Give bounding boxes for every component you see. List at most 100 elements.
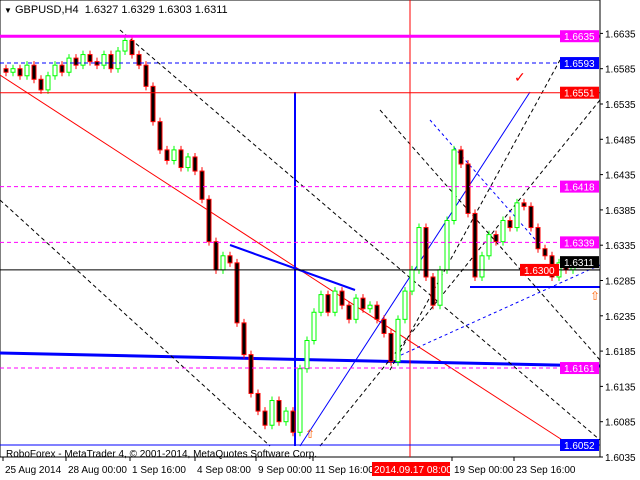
candle — [38, 78, 44, 91]
analysis-line — [429, 119, 541, 246]
y-tick-label: 1.6185 — [605, 347, 636, 358]
candle — [80, 54, 86, 66]
copyright-text: RoboForex - MetaTrader 4, © 2001-2014, M… — [6, 449, 318, 460]
candle — [3, 68, 9, 73]
candle — [381, 318, 387, 334]
candle — [318, 294, 324, 313]
candle — [269, 400, 275, 426]
candle — [290, 410, 296, 433]
check-icon: ✓ — [514, 69, 526, 85]
candle — [171, 149, 177, 161]
analysis-line — [389, 264, 601, 361]
price-label-bg — [560, 362, 599, 375]
y-tick-label: 1.6285 — [605, 277, 636, 288]
analysis-line — [0, 351, 601, 368]
price-label: 1.6052 — [564, 441, 595, 452]
candle — [402, 290, 408, 320]
y-tick-label: 1.6135 — [605, 382, 636, 393]
candle — [521, 202, 527, 207]
candle — [367, 304, 373, 310]
x-tick-label: 23 Sep 16:00 — [516, 465, 576, 476]
candle — [248, 354, 254, 394]
x-tick-label: 19 Sep 00:00 — [454, 465, 514, 476]
candle — [535, 227, 541, 250]
analysis-line — [0, 199, 271, 447]
chart-header: ▼ GBPUSD,H4 1.6327 1.6329 1.6303 1.6311 — [4, 4, 228, 16]
candle — [325, 294, 331, 313]
candle — [10, 68, 16, 73]
candle — [276, 400, 282, 423]
candle — [178, 149, 184, 169]
candle — [150, 85, 156, 123]
candle — [66, 57, 72, 73]
up-arrow-icon: ⇧ — [305, 427, 315, 441]
candle — [472, 212, 478, 278]
x-tick-label: 11 Sep 16:00 — [315, 465, 374, 476]
candle — [465, 163, 471, 214]
candle — [213, 241, 219, 271]
candle — [311, 311, 317, 342]
price-label-bg — [520, 263, 559, 276]
y-tick-label: 1.6585 — [605, 65, 636, 76]
x-tick-label: 28 Aug 00:00 — [68, 465, 127, 476]
candle — [339, 290, 345, 306]
candle — [360, 297, 366, 310]
candle — [143, 64, 149, 87]
price-label-bg — [560, 30, 599, 43]
candle — [332, 290, 338, 313]
candle — [346, 304, 352, 320]
candle — [395, 318, 401, 363]
analysis-line — [299, 269, 571, 446]
candle — [87, 54, 93, 63]
price-label: 1.6593 — [564, 59, 595, 70]
analysis-line — [299, 91, 531, 447]
candle — [52, 64, 58, 77]
candle — [185, 156, 191, 169]
candle — [514, 202, 520, 229]
dropdown-triangle-icon[interactable]: ▼ — [4, 6, 12, 15]
price-label-bg — [560, 57, 599, 70]
candle — [374, 304, 380, 320]
candle — [437, 269, 443, 306]
y-tick-label: 1.6235 — [605, 312, 636, 323]
price-label-bg — [560, 438, 599, 451]
y-tick-label: 1.6385 — [605, 206, 636, 217]
candle — [17, 68, 23, 77]
candle — [241, 322, 247, 356]
x-tick-label: 1 Sep 16:00 — [132, 465, 186, 476]
price-label: 1.6635 — [564, 32, 595, 43]
candle — [353, 297, 359, 320]
candle — [45, 75, 51, 91]
analysis-line — [229, 244, 356, 291]
candle — [136, 54, 142, 66]
up-arrow-icon: ⇧ — [590, 289, 600, 303]
candle — [59, 64, 65, 73]
candle — [206, 198, 212, 243]
price-label: 1.6311 — [564, 258, 594, 269]
price-label: 1.6300 — [524, 266, 555, 277]
candle — [122, 39, 128, 52]
y-tick-label: 1.6435 — [605, 171, 636, 182]
candle — [115, 50, 121, 70]
price-label: 1.6418 — [564, 183, 595, 194]
y-tick-label: 1.6085 — [605, 418, 636, 429]
candle — [542, 248, 548, 257]
y-tick-label: 1.6535 — [605, 100, 636, 111]
candle — [304, 340, 310, 370]
candle — [297, 368, 303, 433]
candle — [500, 219, 506, 243]
price-label-bg — [560, 180, 599, 193]
candle — [409, 269, 415, 292]
candle — [388, 332, 394, 363]
candle — [31, 64, 37, 80]
price-label-bg — [560, 86, 599, 99]
analysis-line — [0, 74, 301, 271]
analysis-line — [119, 29, 601, 441]
candle — [164, 149, 170, 161]
candle — [479, 255, 485, 278]
symbol-label: GBPUSD,H4 — [14, 4, 79, 16]
candle — [423, 227, 429, 278]
price-label: 1.6339 — [564, 238, 595, 249]
